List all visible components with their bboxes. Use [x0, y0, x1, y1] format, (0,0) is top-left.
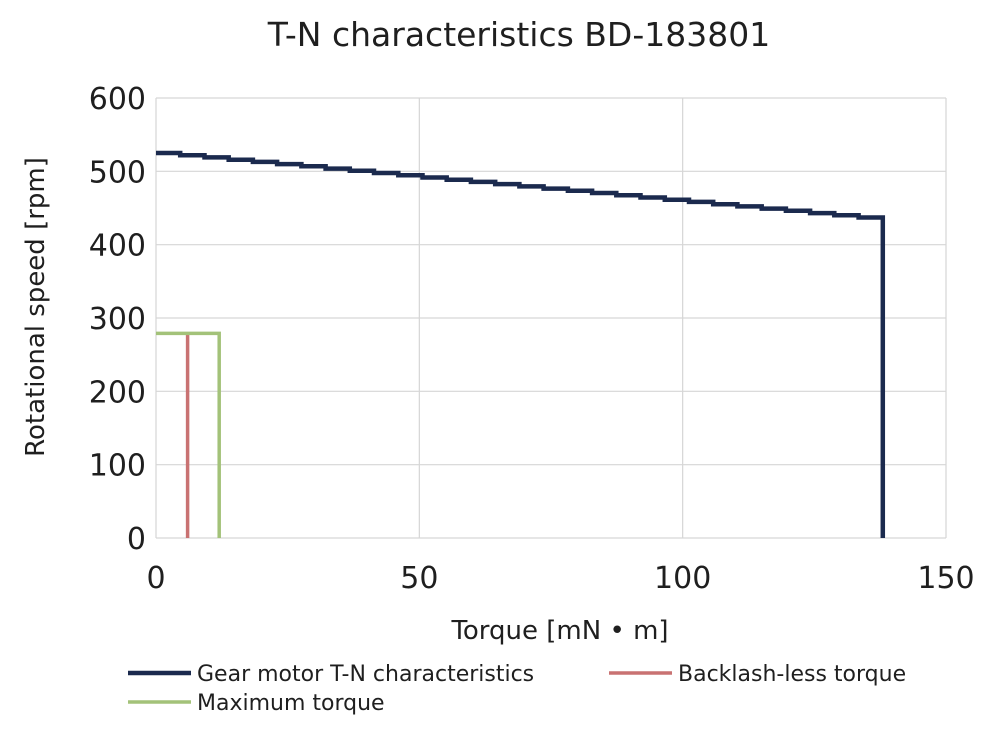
y-tick-label: 200 [89, 375, 146, 410]
grid [155, 97, 947, 539]
y-tick-labels: 0 100 200 300 400 500 600 [89, 82, 146, 557]
x-tick-labels: 0 50 100 150 [146, 561, 974, 596]
y-tick-label: 0 [127, 522, 146, 557]
legend-label-2: Backlash-less torque [678, 662, 906, 687]
x-axis-label: Torque [mN • m] [450, 616, 668, 646]
x-tick-label: 100 [654, 561, 711, 596]
series-line-3 [156, 331, 221, 538]
y-tick-label: 100 [89, 449, 146, 484]
y-tick-label: 400 [89, 229, 146, 264]
legend-label-1: Gear motor T-N characteristics [197, 662, 534, 687]
legend-label-3: Maximum torque [197, 691, 385, 716]
x-tick-label: 0 [146, 561, 165, 596]
x-tick-label: 150 [917, 561, 974, 596]
y-tick-label: 300 [89, 302, 146, 337]
x-tick-label: 50 [400, 561, 438, 596]
y-axis-label: Rotational speed [rpm] [21, 157, 51, 457]
legend: Gear motor T-N characteristics Backlash-l… [128, 662, 906, 716]
series-layer [156, 150, 886, 538]
series-line-1 [156, 150, 886, 538]
y-tick-label: 500 [89, 155, 146, 190]
y-tick-label: 600 [89, 82, 146, 117]
chart-title: T-N characteristics BD-183801 [267, 15, 770, 54]
